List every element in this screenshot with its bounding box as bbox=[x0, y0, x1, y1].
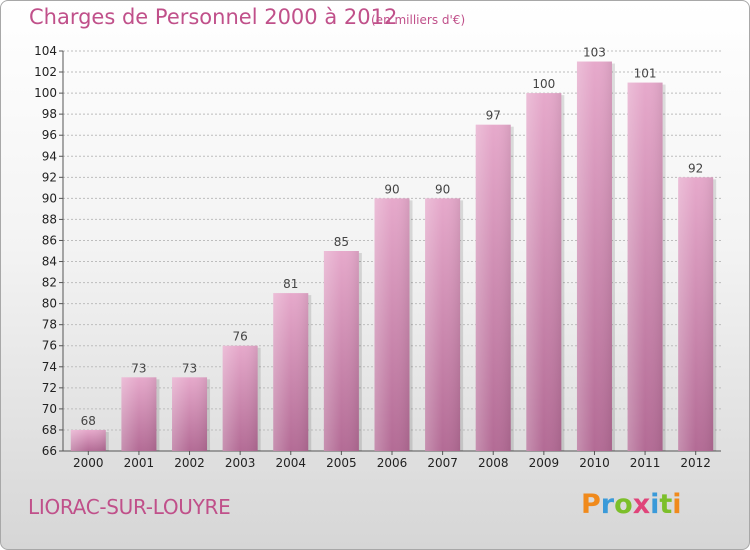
bar-highlight bbox=[70, 429, 106, 451]
bar-value-label: 97 bbox=[486, 109, 501, 123]
bar-highlight bbox=[121, 377, 157, 451]
x-tick-label: 2011 bbox=[630, 456, 661, 470]
bar-highlight bbox=[475, 124, 511, 452]
commune-name: LIORAC-SUR-LOUYRE bbox=[28, 495, 231, 519]
x-tick-label: 2012 bbox=[680, 456, 711, 470]
y-tick-label: 102 bbox=[34, 65, 57, 79]
chart-title: Charges de Personnel 2000 à 2012 bbox=[29, 5, 398, 29]
y-tick-label: 98 bbox=[42, 107, 57, 121]
chart-subtitle: (en milliers d'€) bbox=[371, 13, 466, 27]
bar-value-label: 92 bbox=[688, 161, 703, 175]
x-tick-label: 2004 bbox=[275, 456, 306, 470]
bar-value-label: 76 bbox=[233, 330, 248, 344]
bar-value-label: 68 bbox=[81, 414, 96, 428]
labels: 66 68 70 72 74 76 78 80 82 84 86 88 90 92 94 96 98 100 102… bbox=[34, 44, 711, 470]
bar-value-label: 90 bbox=[384, 182, 399, 196]
x-tick-label: 2001 bbox=[124, 456, 155, 470]
x-tick-label: 2000 bbox=[73, 456, 104, 470]
y-tick-label: 70 bbox=[42, 402, 57, 416]
y-tick-label: 96 bbox=[42, 128, 57, 142]
x-tick-label: 2010 bbox=[579, 456, 610, 470]
y-tick-label: 92 bbox=[42, 170, 57, 184]
bar-value-label: 103 bbox=[583, 46, 606, 60]
bar-value-label: 101 bbox=[634, 67, 657, 81]
y-tick-label: 78 bbox=[42, 318, 57, 332]
bar-value-label: 81 bbox=[283, 277, 298, 291]
bar-highlight bbox=[222, 345, 258, 451]
x-tick-label: 2009 bbox=[529, 456, 560, 470]
y-tick-label: 72 bbox=[42, 381, 57, 395]
x-tick-label: 2003 bbox=[225, 456, 256, 470]
bars bbox=[70, 61, 717, 452]
y-tick-label: 68 bbox=[42, 423, 57, 437]
proxiti-logo: Proxiti bbox=[581, 489, 682, 520]
y-tick-label: 76 bbox=[42, 339, 57, 353]
x-tick-label: 2006 bbox=[377, 456, 408, 470]
y-tick-label: 86 bbox=[42, 233, 57, 247]
bar-highlight bbox=[526, 93, 562, 452]
y-tick-label: 90 bbox=[42, 191, 57, 205]
bar-highlight bbox=[273, 293, 309, 451]
bar-highlight bbox=[627, 82, 663, 451]
y-tick-label: 74 bbox=[42, 360, 57, 374]
bar-highlight bbox=[425, 198, 461, 451]
bar-highlight bbox=[323, 251, 359, 451]
y-tick-label: 94 bbox=[42, 149, 57, 163]
y-tick-label: 82 bbox=[42, 276, 57, 290]
bar-value-label: 100 bbox=[532, 77, 555, 91]
y-tick-label: 100 bbox=[34, 86, 57, 100]
bar-value-label: 73 bbox=[182, 361, 197, 375]
y-tick-label: 80 bbox=[42, 297, 57, 311]
y-tick-label: 88 bbox=[42, 212, 57, 226]
x-tick-label: 2002 bbox=[174, 456, 205, 470]
bar-value-label: 85 bbox=[334, 235, 349, 249]
x-tick-label: 2005 bbox=[326, 456, 357, 470]
y-tick-label: 104 bbox=[34, 44, 57, 58]
x-tick-label: 2007 bbox=[427, 456, 458, 470]
y-tick-label: 66 bbox=[42, 444, 57, 458]
bar-highlight bbox=[172, 377, 208, 451]
bar-value-label: 90 bbox=[435, 182, 450, 196]
bar-highlight bbox=[678, 177, 714, 451]
x-tick-label: 2008 bbox=[478, 456, 509, 470]
bar-highlight bbox=[374, 198, 410, 451]
y-tick-label: 84 bbox=[42, 255, 57, 269]
bar-value-label: 73 bbox=[131, 361, 146, 375]
bar-highlight bbox=[576, 61, 612, 452]
